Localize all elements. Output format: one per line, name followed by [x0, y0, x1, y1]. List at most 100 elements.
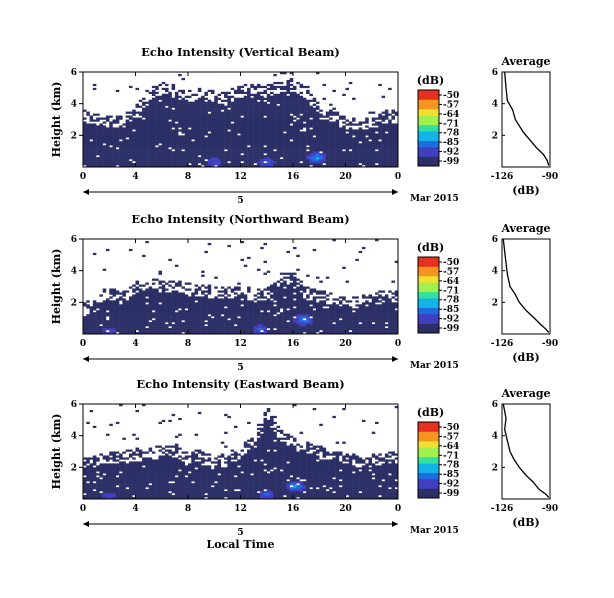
heatmap-cell — [240, 145, 245, 148]
heatmap-cell — [260, 153, 264, 156]
heatmap-cell — [250, 103, 254, 106]
heatmap-cell — [247, 288, 251, 291]
heatmap-cell — [178, 141, 182, 144]
heatmap-cell — [371, 149, 376, 152]
heatmap-cell — [247, 141, 251, 144]
heatmap-cell — [293, 165, 297, 168]
heatmap-cell — [102, 121, 107, 124]
heatmap-cell — [145, 157, 149, 160]
heatmap-cell — [355, 159, 359, 162]
heatmap-cell — [125, 165, 130, 168]
heatmap-cell — [145, 288, 149, 291]
heatmap-cell — [194, 292, 199, 295]
heatmap-cell — [270, 101, 274, 104]
heatmap-cell — [102, 330, 107, 333]
heatmap-cell — [237, 101, 241, 104]
heatmap-cell — [115, 159, 120, 162]
heatmap-cell — [227, 127, 231, 130]
heatmap-cell — [240, 119, 245, 122]
heatmap-cell — [381, 143, 386, 146]
heatmap-cell — [237, 87, 241, 91]
heatmap-cell — [240, 123, 245, 126]
heatmap-cell — [381, 135, 386, 138]
heatmap-cell — [233, 312, 238, 315]
heatmap-cell — [191, 332, 195, 335]
heatmap-cell — [368, 302, 372, 305]
heatmap-cell — [151, 103, 156, 106]
heatmap-cell — [132, 163, 136, 166]
heatmap-cell — [92, 326, 97, 329]
heatmap-cell — [194, 290, 199, 293]
heatmap-cell — [286, 83, 290, 87]
heatmap-cell — [102, 324, 107, 327]
heatmap-cell — [109, 300, 113, 303]
heatmap-cell — [165, 302, 169, 305]
heatmap-cell — [237, 155, 241, 158]
heatmap-cell — [296, 318, 300, 321]
heatmap-cell — [243, 123, 248, 126]
heatmap-cell — [270, 131, 274, 134]
heatmap-cell — [309, 332, 313, 335]
heatmap-cell — [256, 302, 261, 305]
heatmap-cell — [155, 165, 159, 168]
heatmap-cell — [256, 316, 261, 319]
heatmap-cell — [345, 310, 350, 313]
heatmap-cell — [83, 121, 87, 124]
heatmap-cell — [174, 123, 179, 126]
heatmap-cell — [332, 155, 336, 158]
heatmap-cell — [296, 123, 300, 126]
heatmap-cell — [266, 149, 271, 152]
heatmap-cell — [335, 135, 340, 138]
heatmap-cell — [83, 145, 87, 148]
heatmap-cell — [188, 161, 192, 164]
heatmap-cell — [315, 149, 320, 152]
heatmap-cell — [325, 328, 330, 331]
heatmap-cell — [296, 131, 300, 134]
heatmap-cell — [155, 135, 159, 138]
heatmap-cell — [306, 161, 310, 164]
heatmap-cell — [296, 310, 300, 313]
heatmap-cell — [125, 155, 130, 158]
heatmap-cell — [293, 153, 297, 156]
heatmap-cell — [142, 149, 146, 152]
heatmap-cell — [184, 324, 189, 327]
heatmap-cell — [355, 316, 359, 319]
heatmap-cell — [371, 318, 376, 321]
heatmap-cell — [171, 101, 176, 104]
heatmap-cell — [391, 111, 395, 114]
heatmap-cell — [233, 117, 238, 120]
heatmap-cell — [348, 314, 353, 317]
heatmap-cell — [204, 117, 208, 120]
heatmap-cell — [89, 159, 94, 162]
heatmap-cell — [279, 131, 284, 134]
heatmap-cell — [299, 139, 304, 142]
heatmap-cell — [233, 137, 238, 140]
heatmap-cell — [210, 105, 215, 108]
heatmap-cell — [335, 119, 340, 122]
heatmap-cell — [237, 143, 241, 146]
heatmap-cell — [214, 276, 218, 279]
heatmap-cell — [391, 326, 395, 329]
heatmap-cell — [332, 149, 336, 152]
heatmap-cell — [96, 113, 100, 116]
heatmap-cell — [329, 330, 333, 333]
heatmap-cell — [125, 143, 130, 146]
heatmap-cell — [233, 296, 238, 299]
heatmap-cell — [247, 93, 251, 96]
heatmap-cell — [115, 151, 120, 154]
colorbar-frame — [417, 89, 440, 167]
heatmap-cell — [325, 141, 330, 144]
heatmap-cell — [83, 163, 87, 166]
heatmap-cell — [240, 308, 245, 311]
heatmap-cell — [227, 306, 231, 309]
heatmap-cell — [371, 141, 376, 144]
heatmap-cell — [368, 318, 372, 321]
heatmap-cell — [381, 133, 386, 136]
heatmap-cell — [188, 147, 192, 150]
heatmap-cell — [256, 149, 261, 152]
heatmap-cell — [214, 127, 218, 130]
heatmap-cell — [181, 318, 185, 321]
heatmap-cell — [289, 105, 294, 108]
heatmap-cell — [352, 131, 356, 134]
heatmap-cell — [243, 99, 248, 102]
